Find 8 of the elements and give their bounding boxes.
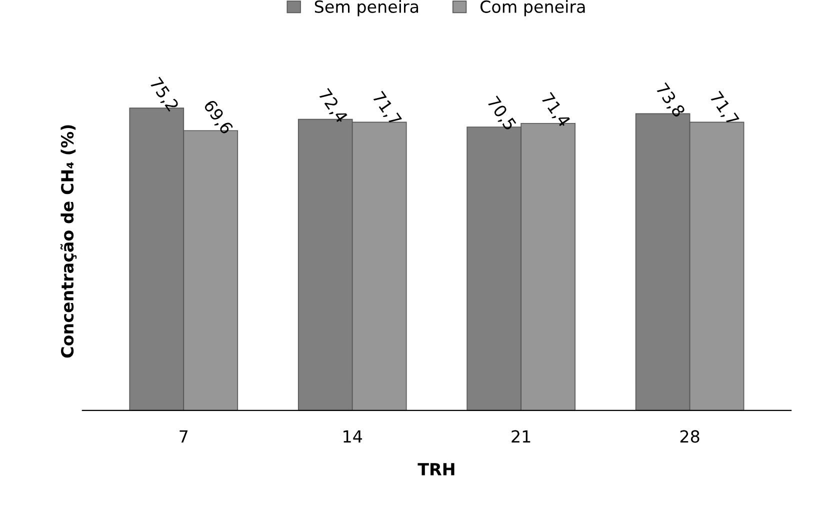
x-axis-title: TRH	[418, 463, 454, 476]
x-tick-label: 7	[180, 430, 188, 443]
y-axis-title: Concentração de CH₄ (%)	[60, 125, 77, 358]
legend-label: Com peneira	[480, 0, 585, 16]
x-tick-label: 14	[344, 430, 362, 443]
x-tick-label: 21	[512, 430, 530, 443]
x-tick-label: 28	[680, 430, 700, 443]
legend-label: Sem peneira	[314, 0, 418, 16]
